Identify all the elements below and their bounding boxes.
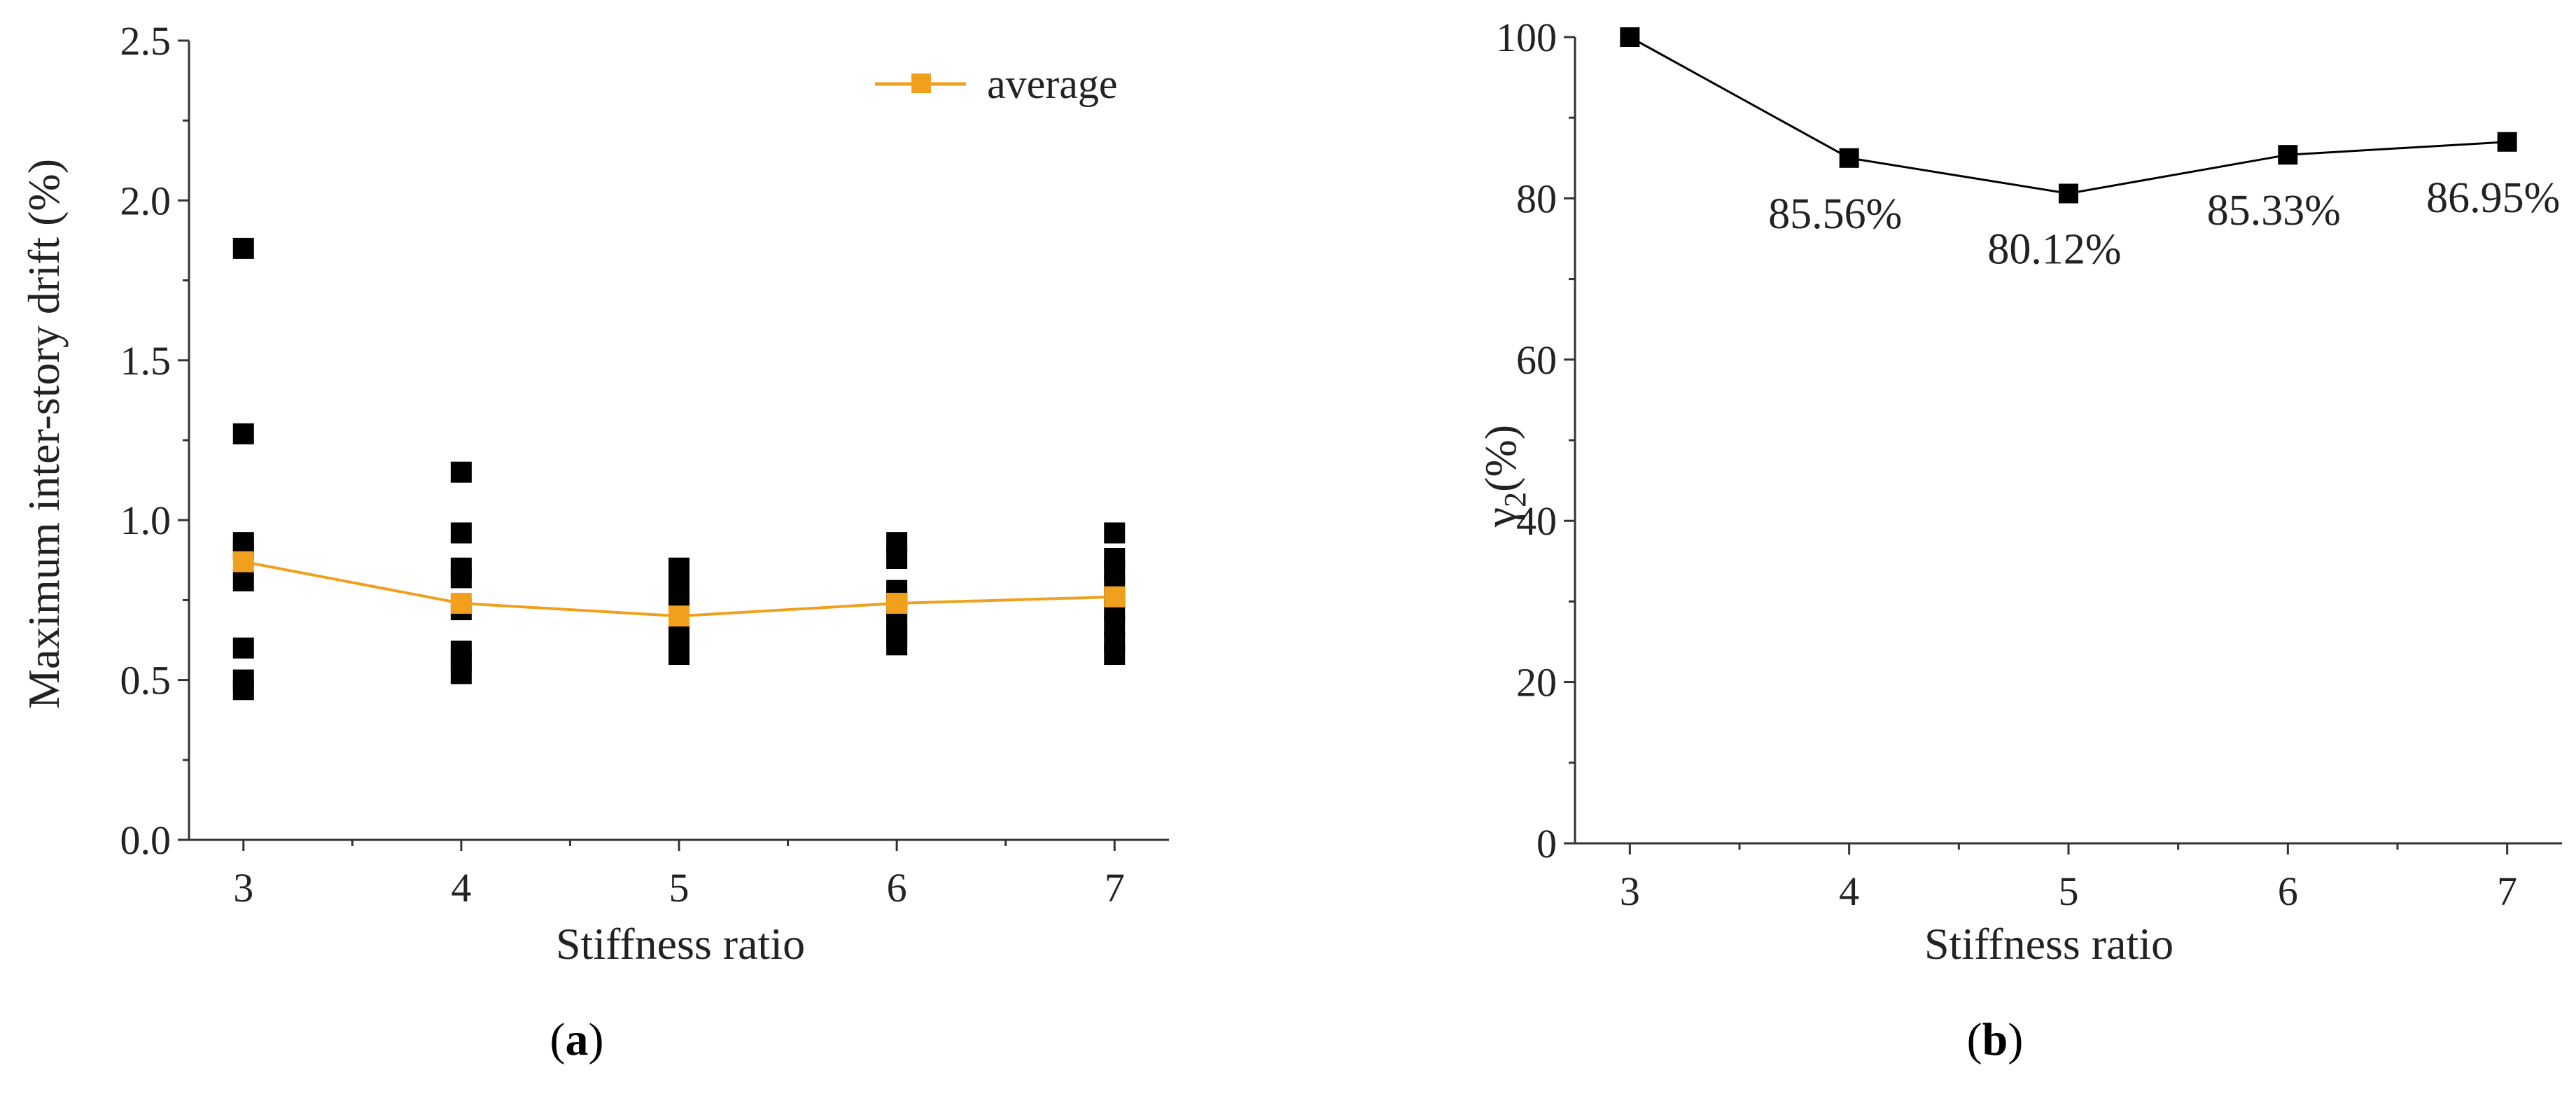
panel-a-y-tick-label: 2.5: [120, 18, 172, 64]
panel-a-y-tick-label: 2.0: [120, 178, 172, 223]
panel-b-y-axis-title: γ2(%): [1476, 425, 1532, 528]
panel-a-x-axis-title: Stiffness ratio: [556, 919, 805, 969]
panel-b-x-axis-title: Stiffness ratio: [1924, 919, 2174, 969]
gamma2-point: [1620, 27, 1640, 47]
average-point: [668, 605, 690, 627]
legend-average-label: average: [987, 61, 1118, 107]
panel-a-x-tick-label: 5: [669, 865, 690, 911]
sample-point: [232, 237, 254, 259]
sample-point: [232, 679, 254, 701]
gamma2-data-label: 80.12%: [1987, 225, 2121, 273]
gamma2-point: [2497, 132, 2517, 152]
gamma2-data-label: 85.56%: [1768, 190, 1902, 238]
panel-a-x-tick-label: 3: [233, 865, 253, 911]
sample-point: [232, 637, 254, 659]
sample-point: [1104, 522, 1126, 544]
panel-b-marks: 85.56% 80.12% 85.33% 86.95%: [1620, 27, 2560, 273]
sample-point: [450, 663, 472, 684]
panel-b-y-axis-title-sub: 2: [1498, 492, 1532, 507]
panel-b: 0 20 40 60 80 100 3 4 5 6 7 85.56% 80.12% 85.33% 86.9…: [1476, 15, 2562, 1065]
panel-a-axes: 0.0 0.5 1.0 1.5 2.0 2.5 3 4 5 6 7: [120, 18, 1169, 911]
average-point: [232, 551, 254, 572]
sample-point: [886, 634, 908, 656]
gamma2-data-label: 86.95%: [2426, 174, 2560, 222]
panel-b-y-tick-label: 80: [1516, 176, 1557, 221]
panel-b-y-tick-label: 60: [1516, 337, 1557, 383]
panel-a-y-tick-label: 0.0: [120, 817, 172, 863]
legend-average-marker: [911, 73, 931, 93]
gamma2-point: [2278, 145, 2298, 165]
panel-a-letter: a: [566, 1014, 589, 1065]
panel-b-y-tick-label: 40: [1516, 498, 1557, 544]
gamma2-data-label: 85.33%: [2207, 187, 2341, 234]
panel-b-x-tick-label: 6: [2278, 869, 2298, 914]
gamma2-point: [1839, 148, 1859, 168]
panel-b-y-tick-label: 20: [1516, 660, 1557, 705]
sample-point: [450, 461, 472, 483]
panel-b-letter: b: [1982, 1014, 2008, 1065]
panel-b-y-tick-label: 0: [1536, 821, 1557, 866]
panel-a-legend: average: [875, 61, 1118, 107]
sample-point: [232, 423, 254, 444]
panel-a-label: (a): [550, 1014, 604, 1065]
panel-a: 0.00.51.01.52.02.53 4 5 6 7 Stiffness ratio …: [19, 18, 1169, 1065]
panel-b-label: (b): [1967, 1014, 2024, 1065]
sample-point: [450, 567, 472, 589]
panel-b-y-axis-title-rest: (%): [1476, 425, 1525, 492]
panel-b-x-tick-label: 7: [2497, 869, 2517, 914]
panel-b-axes: 0 20 40 60 80 100 3 4 5 6 7: [1496, 15, 2562, 914]
average-point: [886, 592, 908, 614]
panel-a-x-tick-label: 6: [887, 865, 907, 911]
sample-point: [232, 570, 254, 591]
gamma2-line: [1629, 36, 2507, 195]
sample-point: [450, 522, 472, 544]
panel-a-marks: [232, 237, 1126, 701]
sample-point: [668, 644, 690, 666]
panel-b-x-tick-label: 3: [1620, 869, 1640, 914]
panel-a-x-tick-label: 4: [451, 865, 471, 911]
average-point: [1104, 586, 1126, 607]
panel-a-y-axis-title: Maximum inter-story drift (%): [19, 159, 69, 709]
panel-a-x-tick-label: 7: [1105, 865, 1125, 911]
panel-b-y-axis-title-main: γ: [1476, 507, 1525, 528]
panel-b-x-tick-label: 4: [1839, 869, 1859, 914]
panel-a-y-tick-label: 1.0: [120, 498, 172, 543]
panel-a-y-tick-label: 0.5: [120, 658, 172, 703]
panel-b-y-tick-label: 100: [1496, 15, 1557, 60]
panel-a-y-tick-label: 1.5: [120, 338, 172, 384]
average-point: [450, 592, 472, 614]
panel-b-x-tick-label: 5: [2059, 869, 2079, 914]
gamma2-point: [2059, 183, 2078, 204]
sample-point: [1104, 644, 1126, 666]
sample-point: [886, 548, 908, 570]
